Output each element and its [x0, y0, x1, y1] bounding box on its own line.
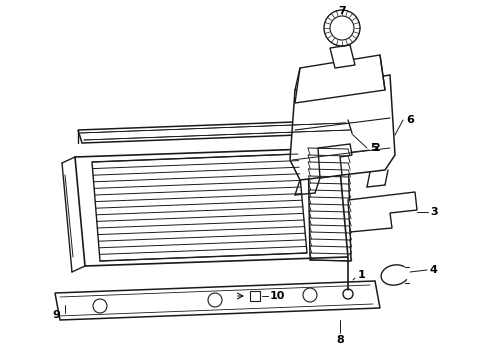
Text: 7: 7 [338, 6, 346, 16]
Polygon shape [330, 45, 355, 68]
Text: 10: 10 [270, 291, 285, 301]
Polygon shape [295, 55, 385, 103]
Text: 6: 6 [406, 115, 414, 125]
Polygon shape [290, 75, 395, 180]
Text: 5: 5 [370, 143, 378, 153]
Polygon shape [348, 192, 417, 232]
Text: 3: 3 [430, 207, 438, 217]
Polygon shape [75, 148, 348, 266]
Text: 8: 8 [336, 335, 344, 345]
Text: 9: 9 [52, 310, 60, 320]
Polygon shape [78, 120, 352, 143]
Text: 1: 1 [358, 270, 366, 280]
Polygon shape [318, 144, 352, 178]
Text: 2: 2 [372, 143, 380, 153]
Polygon shape [55, 281, 380, 320]
Text: 4: 4 [430, 265, 438, 275]
